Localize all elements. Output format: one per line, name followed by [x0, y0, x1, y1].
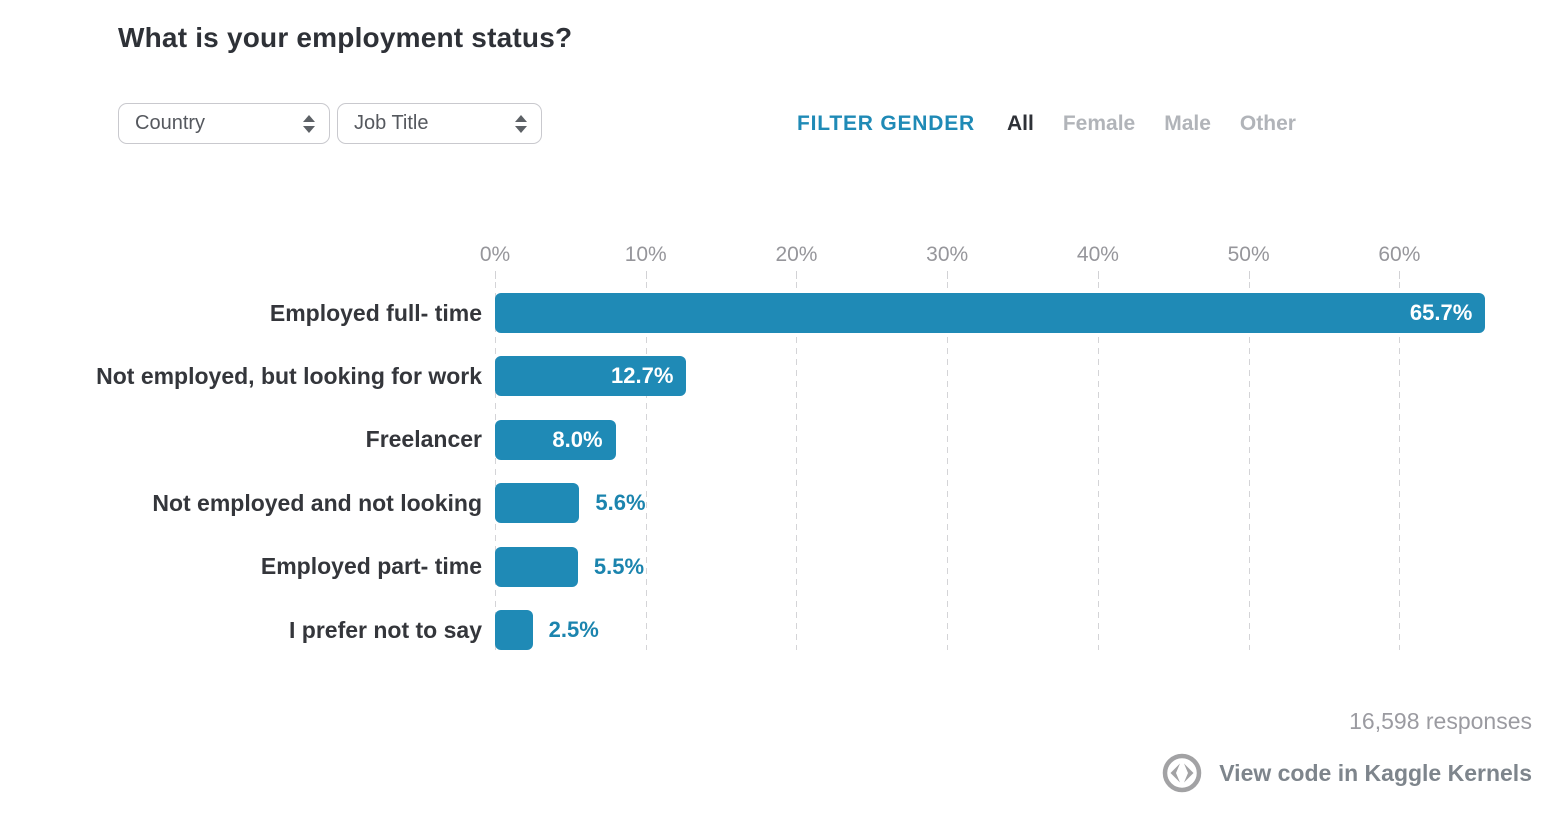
- gender-filter-label: FILTER GENDER: [797, 111, 976, 135]
- bar: [495, 546, 578, 587]
- x-tick-mark: [1097, 271, 1099, 279]
- x-tick-label: 40%: [1076, 243, 1119, 266]
- bar-chart-plot-area: Employed full- time 65.7% Not employed, bu…: [96, 282, 1532, 650]
- gender-filter-group: FILTER GENDER All Female Male Other: [797, 103, 1296, 144]
- bar-row: I prefer not to say 2.5%: [0, 610, 1532, 650]
- country-dropdown-value: Country: [135, 112, 206, 134]
- grid-line: [645, 282, 647, 650]
- bar-value-label: 2.5%: [548, 617, 599, 642]
- view-code-label: View code in Kaggle Kernels: [1219, 759, 1532, 786]
- bar-category-label: Employed part- time: [260, 553, 482, 580]
- bar-category-label: Not employed, but looking for work: [96, 362, 482, 389]
- page-title: What is your employment status?: [118, 22, 573, 53]
- bar: 12.7%: [495, 356, 687, 397]
- bar-category-label: Not employed and not looking: [152, 489, 482, 516]
- bar: 8.0%: [495, 419, 616, 460]
- x-tick-mark: [947, 271, 949, 279]
- bar-row: Freelancer 8.0%: [0, 419, 1532, 460]
- bar-value-label: 5.5%: [593, 553, 645, 579]
- grid-line: [947, 282, 949, 650]
- x-tick-label: 30%: [926, 243, 969, 266]
- grid-line: [495, 282, 496, 650]
- country-dropdown[interactable]: Country: [118, 103, 330, 144]
- stepper-arrows-icon: [515, 114, 527, 133]
- bar: [495, 610, 533, 650]
- bar-category-label: I prefer not to say: [289, 616, 482, 643]
- x-tick-mark: [1399, 271, 1401, 279]
- gender-filter-option-male[interactable]: Male: [1164, 111, 1211, 135]
- bar-value-label: 5.6%: [595, 490, 646, 516]
- bar-category-label: Employed full- time: [269, 299, 482, 326]
- stepper-arrows-icon: [303, 114, 315, 133]
- job-title-dropdown-value: Job Title: [354, 112, 429, 134]
- x-tick-label: 60%: [1378, 243, 1421, 266]
- x-tick-mark: [796, 271, 798, 279]
- gender-filter-option-other[interactable]: Other: [1239, 111, 1296, 135]
- grid-line: [1097, 282, 1099, 650]
- grid-line: [1399, 282, 1401, 650]
- bar-row: Not employed, but looking for work 12.7%: [0, 356, 1532, 397]
- code-brackets-circle-icon: [1163, 753, 1202, 793]
- bar: 65.7%: [495, 293, 1486, 333]
- grid-line: [796, 282, 798, 650]
- x-tick-label: 0%: [479, 243, 511, 266]
- bar-row: Employed full- time 65.7%: [0, 293, 1532, 333]
- responses-count: 16,598 responses: [1349, 708, 1532, 734]
- x-tick-mark: [1248, 271, 1250, 279]
- view-code-link[interactable]: View code in Kaggle Kernels: [1161, 752, 1532, 794]
- job-title-dropdown[interactable]: Job Title: [337, 103, 542, 144]
- x-tick-label: 50%: [1227, 243, 1270, 266]
- bar-value-label: 8.0%: [552, 426, 603, 452]
- bar-row: Not employed and not looking 5.6%: [0, 483, 1532, 524]
- bar-category-label: Freelancer: [365, 426, 482, 453]
- x-tick-label: 10%: [624, 243, 667, 266]
- bar-value-label: 65.7%: [1409, 300, 1473, 325]
- grid-line: [1248, 282, 1250, 650]
- gender-filter-option-all[interactable]: All: [1007, 111, 1034, 135]
- gender-filter-option-female[interactable]: Female: [1062, 111, 1136, 135]
- x-tick-label: 20%: [775, 243, 818, 266]
- x-tick-mark: [645, 271, 647, 279]
- bar: [495, 483, 580, 524]
- bar-row: Employed part- time 5.5%: [0, 546, 1532, 587]
- x-tick-mark: [495, 271, 496, 279]
- bar-value-label: 12.7%: [611, 363, 674, 389]
